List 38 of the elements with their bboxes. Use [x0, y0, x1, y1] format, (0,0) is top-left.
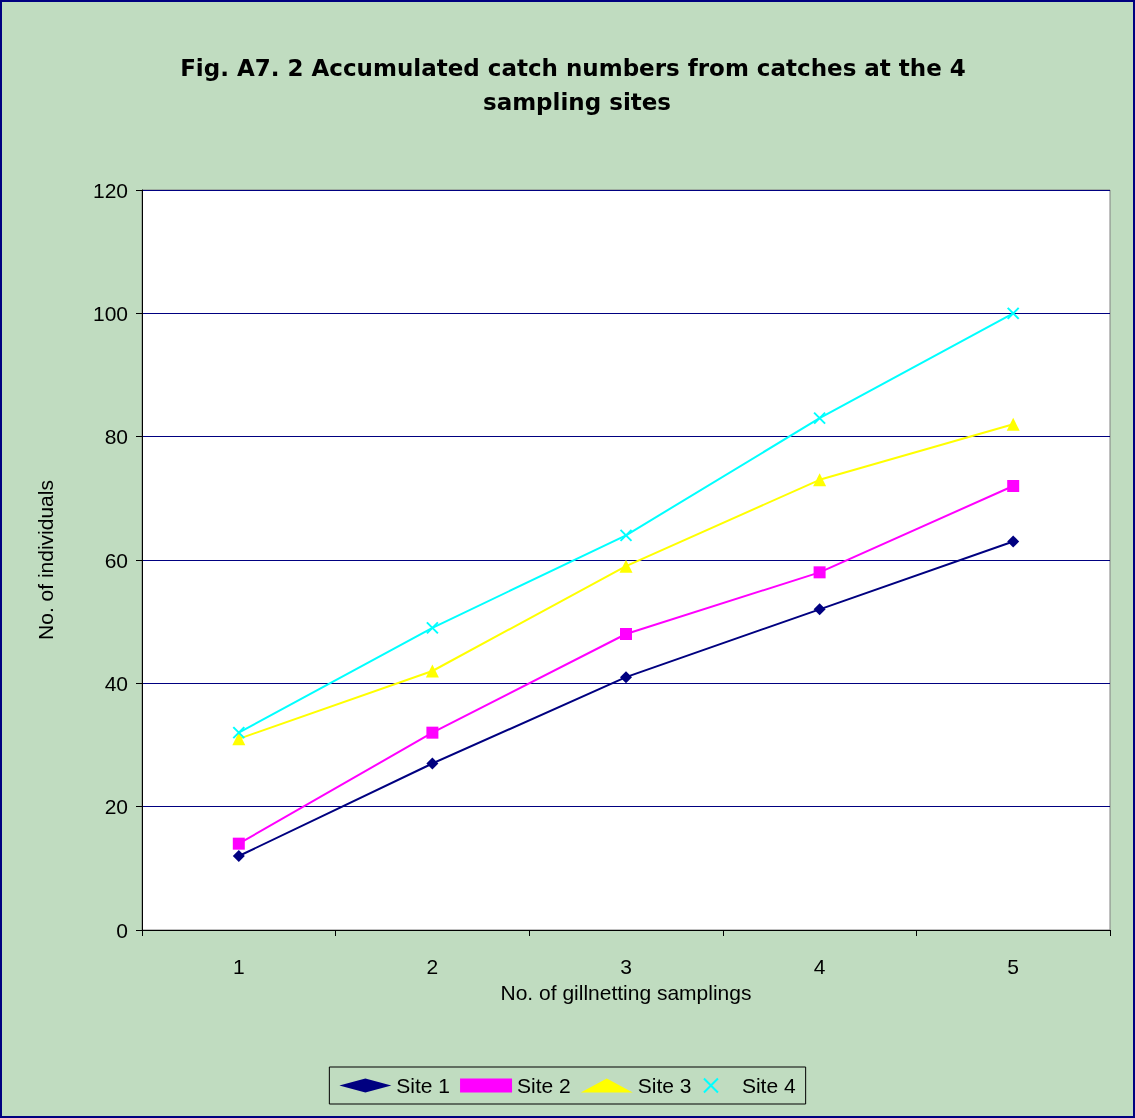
point	[620, 628, 632, 640]
x-tick-label: 5	[1007, 955, 1020, 978]
point	[425, 621, 439, 635]
point	[813, 566, 826, 579]
x-tick-label: 3	[620, 955, 632, 978]
point	[813, 603, 826, 616]
point	[426, 726, 439, 739]
point	[426, 757, 439, 770]
point	[620, 671, 632, 684]
point	[232, 837, 245, 850]
y-tick-label: 80	[104, 425, 128, 449]
legend-label: Site 3	[637, 1074, 692, 1097]
y-tick-label: 40	[104, 671, 128, 695]
y-tick-label: 60	[104, 548, 128, 572]
point	[813, 411, 827, 425]
x-tick-label: 1	[232, 955, 245, 978]
legend-label: Site 4	[741, 1074, 796, 1097]
y-tick-label: 100	[92, 301, 128, 325]
point	[1007, 535, 1020, 548]
point	[232, 726, 246, 740]
point	[1006, 417, 1020, 431]
point	[813, 473, 827, 487]
point	[425, 664, 439, 678]
point	[1006, 306, 1020, 320]
y-axis-title: No. of individuals	[34, 480, 57, 640]
point	[619, 559, 633, 573]
x-tick-label: 2	[426, 955, 439, 978]
chart-title: Fig. A7. 2 Accumulated catch numbers from catches at the 4 sampling sites	[180, 55, 974, 115]
y-tick-label: 20	[104, 795, 128, 819]
legend-label: Site 1	[396, 1074, 451, 1097]
point	[619, 528, 633, 542]
legend-label: Site 2	[517, 1074, 571, 1097]
point	[1007, 480, 1020, 492]
point	[232, 850, 245, 862]
x-tick-label: 4	[813, 955, 826, 978]
y-tick-label: 120	[92, 178, 128, 202]
y-tick-label: 0	[116, 918, 128, 942]
x-axis-title: No. of gillnetting samplings	[500, 980, 752, 1004]
